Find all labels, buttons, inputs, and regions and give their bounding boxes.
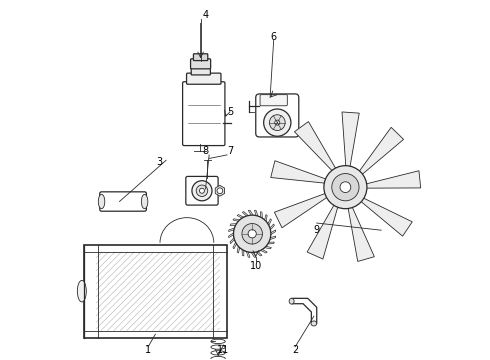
Text: 5: 5 <box>227 107 234 117</box>
Circle shape <box>199 188 204 193</box>
Circle shape <box>275 120 280 125</box>
FancyBboxPatch shape <box>194 54 208 60</box>
Polygon shape <box>292 298 317 323</box>
Polygon shape <box>348 206 374 261</box>
FancyBboxPatch shape <box>183 82 225 145</box>
Ellipse shape <box>211 345 225 349</box>
Circle shape <box>340 182 351 193</box>
Circle shape <box>192 181 212 201</box>
Circle shape <box>332 174 359 201</box>
Polygon shape <box>307 204 338 259</box>
Circle shape <box>264 109 291 136</box>
Polygon shape <box>274 193 328 228</box>
Text: 11: 11 <box>218 345 230 355</box>
Circle shape <box>242 224 263 244</box>
FancyBboxPatch shape <box>186 176 218 205</box>
Polygon shape <box>359 127 404 175</box>
Ellipse shape <box>211 356 225 360</box>
Ellipse shape <box>141 194 148 209</box>
Polygon shape <box>360 197 412 236</box>
Ellipse shape <box>311 321 317 326</box>
Circle shape <box>234 215 271 252</box>
Text: 2: 2 <box>292 345 298 355</box>
Circle shape <box>217 188 223 194</box>
Ellipse shape <box>77 280 86 302</box>
Circle shape <box>196 185 208 197</box>
Ellipse shape <box>289 298 294 304</box>
Text: 8: 8 <box>202 146 209 156</box>
Polygon shape <box>271 161 327 183</box>
Polygon shape <box>294 122 337 172</box>
FancyBboxPatch shape <box>260 95 287 106</box>
FancyBboxPatch shape <box>191 59 211 69</box>
FancyBboxPatch shape <box>100 192 147 211</box>
FancyBboxPatch shape <box>191 67 210 75</box>
Ellipse shape <box>98 194 105 209</box>
Text: 9: 9 <box>314 225 320 235</box>
Ellipse shape <box>211 351 225 355</box>
Circle shape <box>324 166 367 209</box>
Polygon shape <box>365 171 421 188</box>
Text: 7: 7 <box>227 146 234 156</box>
Circle shape <box>248 230 256 238</box>
Bar <box>84 244 227 338</box>
Text: 6: 6 <box>270 32 277 41</box>
Polygon shape <box>215 185 224 196</box>
Text: 4: 4 <box>202 10 209 20</box>
Text: 10: 10 <box>249 261 262 271</box>
Text: 3: 3 <box>156 157 162 167</box>
Polygon shape <box>229 210 276 257</box>
FancyBboxPatch shape <box>256 94 299 137</box>
Bar <box>84 244 227 338</box>
Polygon shape <box>342 112 359 168</box>
Text: 1: 1 <box>145 345 151 355</box>
Ellipse shape <box>211 339 225 343</box>
Circle shape <box>270 115 285 131</box>
FancyBboxPatch shape <box>187 73 221 84</box>
